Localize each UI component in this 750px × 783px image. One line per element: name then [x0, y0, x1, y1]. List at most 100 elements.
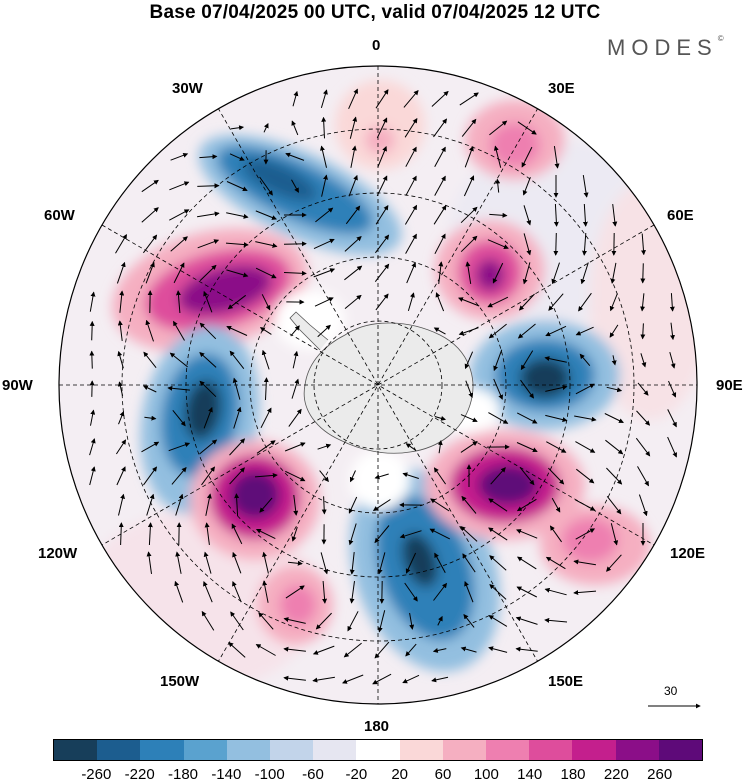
wind-arrow — [263, 377, 269, 401]
wind-arrow — [226, 269, 249, 278]
colorbar-segment — [270, 740, 314, 760]
wind-arrow — [375, 204, 389, 225]
wind-arrow — [313, 238, 335, 250]
wind-arrow — [544, 587, 567, 596]
wind-arrow — [374, 263, 390, 283]
wind-arrow — [460, 646, 477, 653]
wind-arrow — [516, 556, 537, 570]
lon-label-60w: 60W — [44, 207, 75, 224]
wind-arrow — [343, 642, 362, 658]
wind-arrow — [434, 415, 447, 421]
wind-arrow — [288, 408, 302, 427]
lon-label-150w: 150W — [160, 673, 200, 690]
wind-arrow — [551, 262, 560, 285]
wind-arrow — [461, 495, 477, 514]
colorbar-segment — [97, 740, 141, 760]
lon-label-120e: 120E — [670, 545, 706, 562]
wind-arrow — [458, 297, 480, 307]
wind-arrow — [640, 293, 646, 312]
wind-arrow — [144, 415, 157, 421]
wind-arrow — [232, 581, 242, 603]
wind-arrow — [669, 351, 676, 369]
wind-arrow — [283, 646, 306, 652]
wind-arrow — [458, 327, 479, 336]
wind-arrow — [404, 117, 418, 138]
wind-arrow — [167, 385, 190, 391]
wind-arrow — [174, 580, 184, 603]
wind-arrow — [145, 261, 155, 284]
wind-arrow — [197, 211, 220, 218]
wind-arrow — [610, 523, 619, 546]
wind-arrow — [606, 386, 623, 393]
wind-arrow — [89, 320, 95, 341]
wind-arrow — [515, 616, 538, 625]
wind-arrow — [169, 181, 190, 191]
wind-arrow — [575, 326, 594, 336]
colorbar-tick-label: -20 — [345, 766, 368, 783]
wind-arrow — [403, 89, 419, 108]
wind-arrow — [263, 122, 269, 133]
wind-arrow — [143, 466, 157, 486]
wind-arrow — [488, 646, 508, 653]
wind-arrow — [199, 439, 218, 455]
colorbar-segment — [572, 740, 616, 760]
wind-arrow — [438, 261, 444, 284]
wind-arrow — [465, 380, 474, 399]
wind-arrow — [117, 381, 124, 397]
wind-arrow — [402, 472, 419, 479]
wind-arrow — [228, 642, 246, 658]
wind-arrow — [283, 675, 306, 681]
wind-arrow — [520, 379, 534, 399]
wind-arrow — [669, 293, 675, 312]
wind-arrow — [609, 324, 619, 338]
wind-arrow — [315, 207, 334, 223]
wind-arrow — [551, 497, 561, 513]
wind-arrow — [173, 320, 185, 341]
colorbar-tick-label: -180 — [167, 766, 199, 783]
wind-arrow — [433, 467, 447, 485]
wind-arrow — [409, 612, 415, 630]
wind-arrow — [635, 437, 651, 457]
wind-arrow — [348, 88, 358, 110]
wind-arrow — [640, 233, 646, 256]
wind-arrow — [118, 522, 124, 546]
wind-arrow — [317, 324, 331, 338]
wind-arrow — [640, 323, 646, 340]
wind-arrow — [230, 611, 244, 631]
wind-arrow — [640, 353, 647, 368]
wind-arrow — [460, 441, 478, 453]
wind-arrow — [320, 145, 327, 168]
wind-arrow — [487, 239, 509, 249]
wind-arrow — [490, 467, 506, 485]
wind-arrow — [293, 494, 299, 516]
wind-arrow — [147, 522, 153, 546]
colorbar-tick-label: -100 — [254, 766, 285, 783]
wind-arrow — [545, 414, 568, 423]
wind-arrow — [495, 178, 501, 193]
wind-arrow — [464, 581, 474, 603]
wind-arrow — [605, 439, 624, 455]
wind-arrow — [284, 442, 306, 452]
wind-arrow — [493, 378, 503, 400]
wind-arrow — [548, 293, 564, 311]
lon-label-90w: 90W — [2, 377, 33, 394]
wind-arrow — [142, 385, 157, 393]
wind-arrow — [573, 559, 596, 566]
wind-vectors — [89, 88, 677, 685]
wind-arrow — [404, 582, 418, 602]
wind-arrow — [89, 291, 96, 312]
wind-arrow — [582, 232, 587, 256]
wind-arrow — [291, 179, 299, 193]
wind-arrow — [553, 232, 559, 256]
wind-arrow — [402, 674, 420, 684]
wind-arrow — [348, 523, 357, 546]
wind-arrow — [197, 239, 220, 249]
wind-arrow — [580, 262, 589, 285]
wind-arrow — [203, 581, 213, 603]
wind-arrow — [459, 92, 479, 106]
colorbar-segment — [183, 740, 227, 760]
wind-arrow — [349, 116, 358, 139]
wind-arrow — [407, 292, 415, 312]
wind-arrow — [233, 406, 242, 429]
wind-arrow — [350, 145, 357, 168]
